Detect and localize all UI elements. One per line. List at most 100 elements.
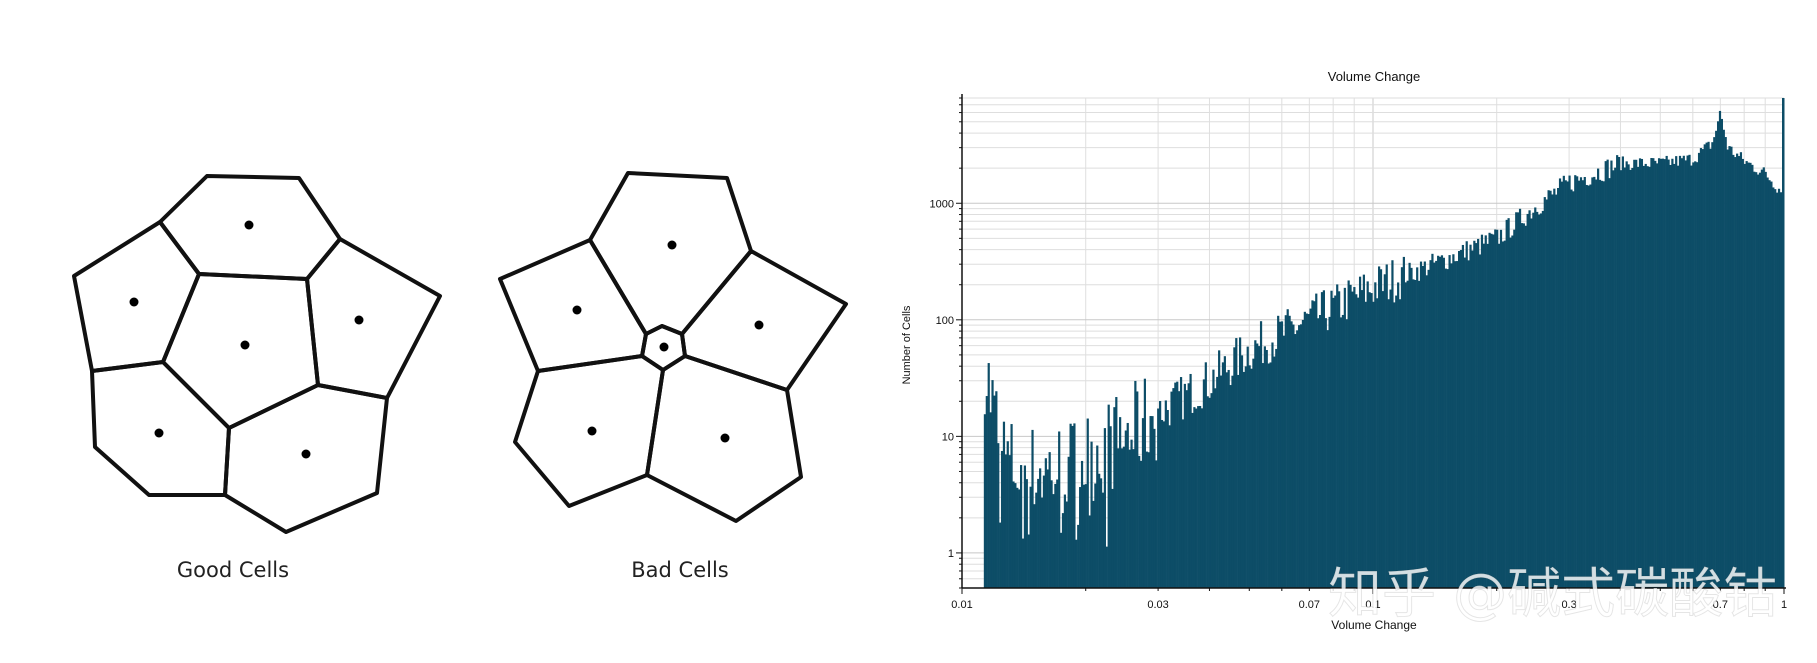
histogram-bar <box>1671 158 1674 588</box>
histogram-bar <box>1263 346 1266 588</box>
histogram-bar <box>1591 177 1594 589</box>
histogram-bar <box>1117 448 1120 588</box>
histogram-bar <box>1170 391 1173 588</box>
histogram-bar <box>1107 404 1110 588</box>
histogram-bar <box>1139 460 1143 588</box>
histogram-bar <box>1153 428 1156 588</box>
histogram-bar <box>1684 160 1687 588</box>
histogram-bars <box>983 98 1785 589</box>
histogram-bar <box>1282 335 1286 588</box>
histogram-bar <box>1741 158 1744 588</box>
histogram-bar <box>1532 212 1535 588</box>
histogram-bar <box>1231 375 1234 588</box>
histogram-bar <box>1541 210 1544 588</box>
histogram-bar <box>1777 188 1781 588</box>
histogram-bar <box>1143 378 1146 588</box>
histogram-bar <box>1084 484 1087 588</box>
histogram-bar <box>1576 176 1579 589</box>
histogram-bar <box>1031 429 1034 588</box>
histogram-bar <box>1338 291 1341 588</box>
histogram-bar <box>1199 405 1202 588</box>
histogram-bar-spike <box>1782 98 1785 588</box>
histogram-bar <box>1728 146 1731 589</box>
histogram-bar <box>1745 161 1748 589</box>
histogram-bar <box>1501 241 1505 588</box>
histogram-bar <box>1431 253 1434 588</box>
histogram-bar <box>1362 274 1365 588</box>
histogram-bar <box>1054 483 1057 588</box>
good-seed-right <box>354 315 364 325</box>
histogram-bar <box>1661 158 1664 588</box>
good-cell-bottom-left <box>90 360 231 497</box>
good-seed-left <box>129 297 139 307</box>
histogram-bar <box>1094 483 1097 588</box>
histogram-bar <box>1579 177 1583 589</box>
histogram-bar <box>1385 264 1388 588</box>
histogram-bar <box>1128 449 1131 588</box>
histogram-bar <box>1237 374 1240 588</box>
histogram-bar <box>1370 293 1373 588</box>
histogram-bar <box>1292 324 1295 588</box>
histogram-bar <box>1505 219 1508 588</box>
histogram-bar <box>1730 146 1733 588</box>
histogram-bar <box>1185 390 1188 588</box>
histogram-bar <box>1751 164 1754 588</box>
histogram-bar <box>1562 175 1565 588</box>
histogram-bar <box>1345 319 1348 588</box>
histogram-bar <box>1764 171 1767 589</box>
histogram-bar <box>1059 532 1063 588</box>
histogram-bar <box>1178 391 1181 588</box>
histogram-bar <box>1648 166 1651 588</box>
histogram-bar <box>1665 155 1668 588</box>
histogram-bar <box>1400 267 1404 588</box>
histogram-bar <box>1090 441 1093 588</box>
histogram-bar <box>1583 176 1586 588</box>
histogram-bar <box>1435 260 1438 588</box>
histogram-bar <box>1667 159 1670 588</box>
histogram-bar <box>1269 362 1272 588</box>
histogram-bar <box>1737 156 1741 588</box>
histogram-bar <box>1218 350 1221 588</box>
good-seed-top <box>244 220 254 230</box>
histogram-bar <box>1469 244 1472 589</box>
histogram-bar <box>1507 218 1510 588</box>
histogram-bar <box>1418 280 1421 588</box>
histogram-bar <box>1315 293 1318 588</box>
y-tick-label: 1 <box>948 548 954 560</box>
histogram-bar <box>1008 455 1011 588</box>
histogram-bar <box>1450 263 1453 588</box>
histogram-bar <box>1503 240 1506 588</box>
histogram-bar <box>1621 156 1624 589</box>
histogram-bar <box>1288 315 1291 588</box>
histogram-bar <box>1456 261 1459 588</box>
histogram-bar <box>1465 241 1468 588</box>
histogram-bar <box>1016 487 1019 588</box>
histogram-bar <box>1551 194 1554 589</box>
histogram-bar <box>1663 159 1666 589</box>
histogram-bar <box>1343 287 1346 588</box>
histogram-bar <box>1553 188 1556 589</box>
cells-diagram: Good Cells Bad Cells <box>72 171 848 582</box>
histogram-bar <box>1414 279 1417 588</box>
histogram-bar <box>1625 161 1628 588</box>
histogram-bar <box>1119 417 1122 588</box>
histogram-bar <box>1079 487 1082 588</box>
histogram-bar <box>1697 152 1701 588</box>
histogram-bar <box>1328 316 1331 588</box>
histogram-bar <box>1642 165 1645 588</box>
x-tick-label: 0.07 <box>1299 599 1320 611</box>
histogram-bar <box>1598 179 1602 589</box>
histogram-bar <box>1635 159 1638 588</box>
x-tick-labels: 0.01 0.03 0.07 0.1 0.3 0.7 1 <box>951 599 1787 611</box>
histogram-bar <box>1606 159 1609 588</box>
histogram-bar <box>1204 362 1207 588</box>
histogram-bar <box>1098 473 1101 588</box>
histogram-bar <box>1027 534 1030 588</box>
histogram-bar <box>1035 492 1038 588</box>
histogram-bar <box>1457 251 1461 589</box>
histogram-bar <box>1366 281 1369 588</box>
good-seed-bottom-right <box>301 449 311 459</box>
chart-title: Volume Change <box>1328 69 1421 84</box>
y-tick-labels: 1 10 100 1000 <box>930 198 954 560</box>
histogram-bar <box>1073 423 1076 588</box>
